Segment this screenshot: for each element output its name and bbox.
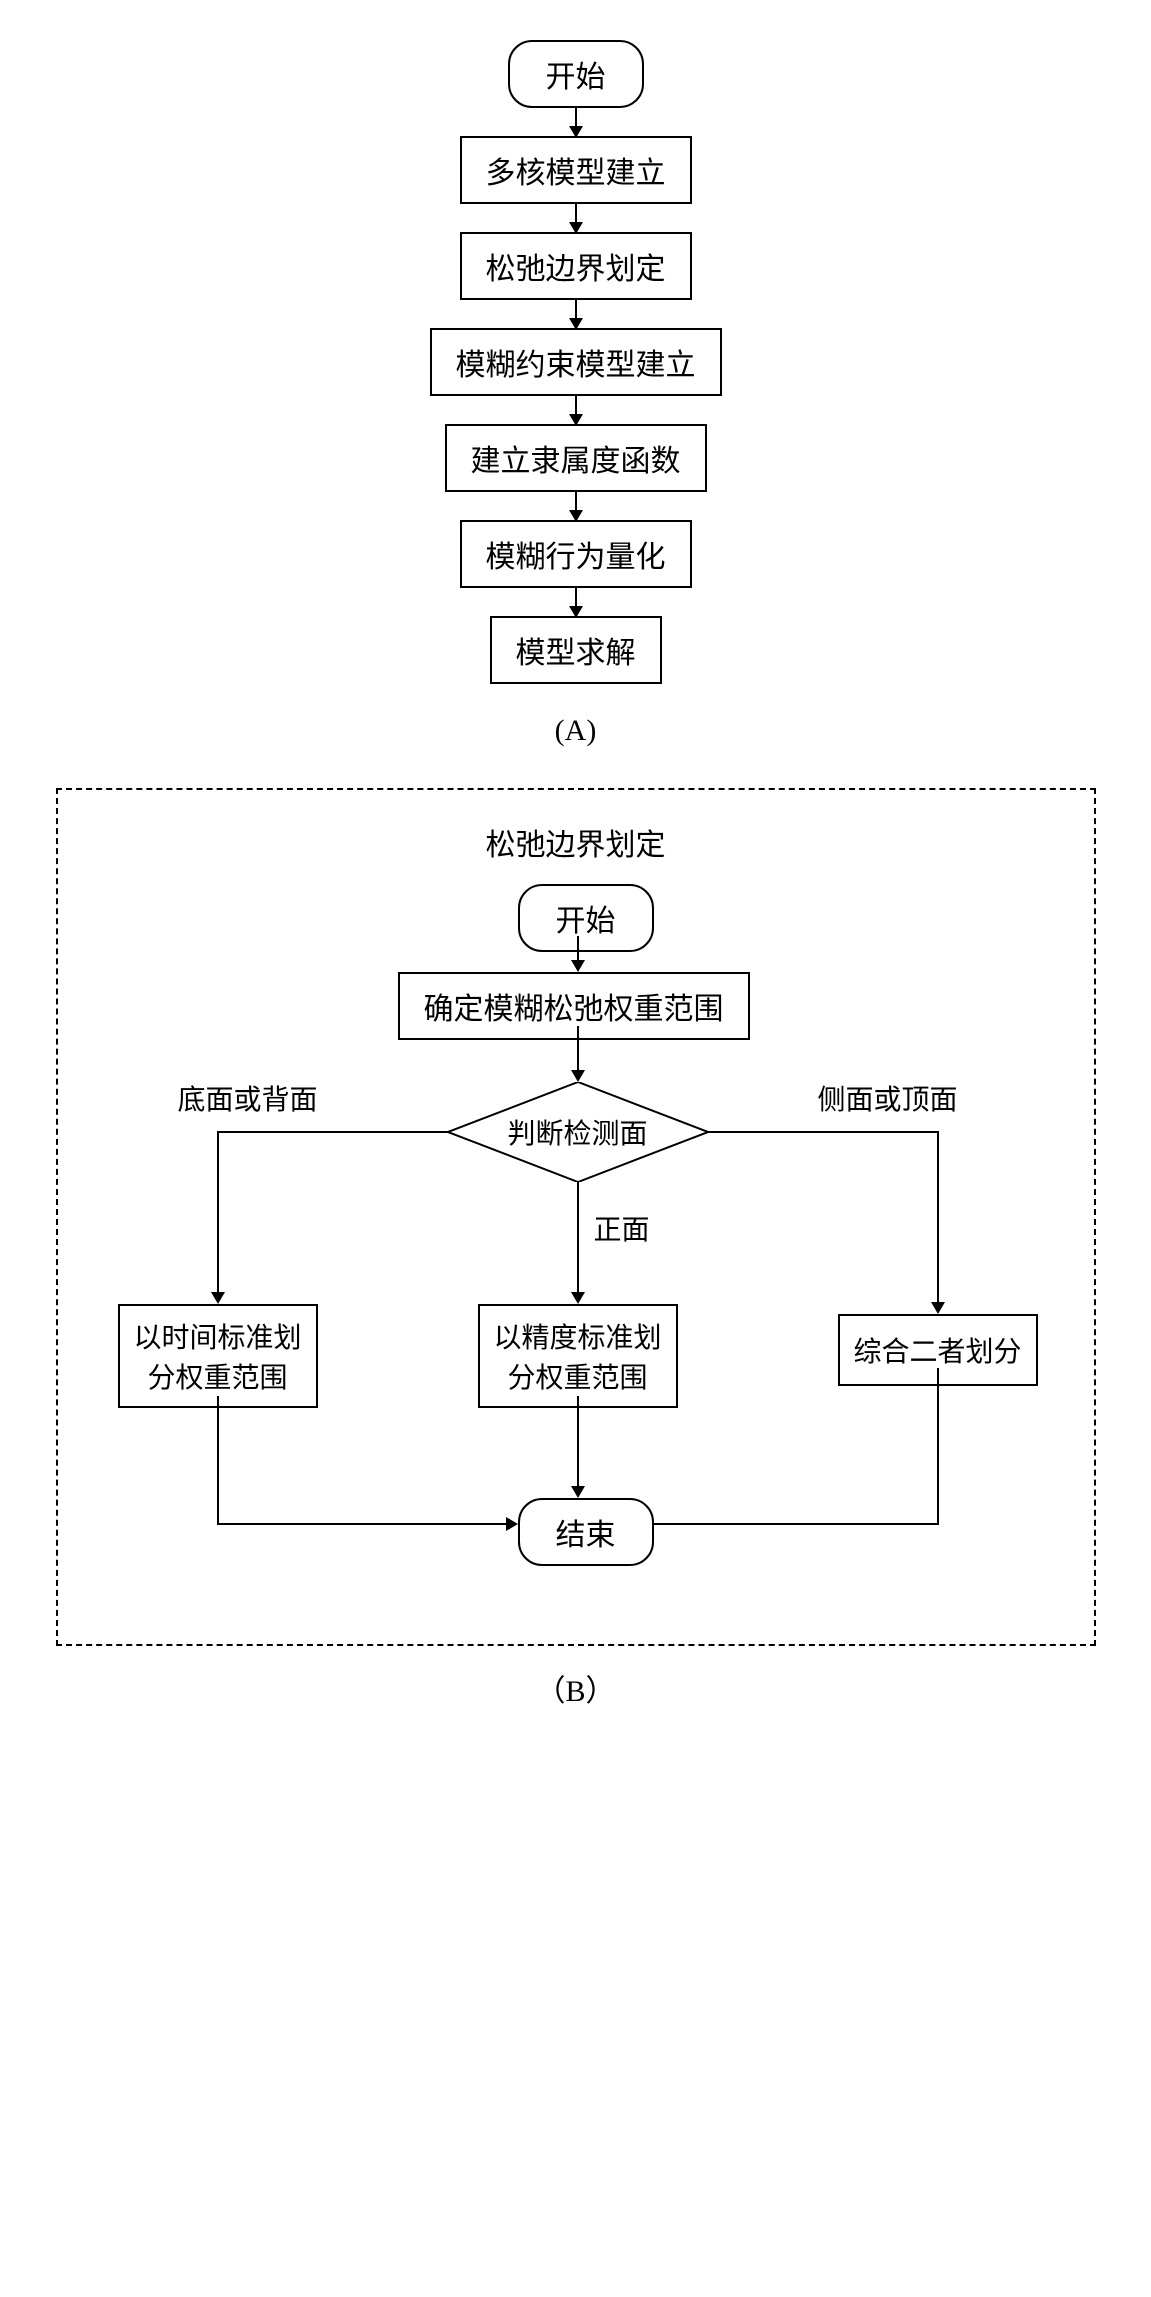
arrow (575, 396, 577, 424)
connector-right-end (78, 884, 1078, 1584)
arrow (575, 588, 577, 616)
start-terminal: 开始 (508, 40, 644, 108)
step-box: 多核模型建立 (460, 136, 692, 204)
step-box: 模糊约束模型建立 (430, 328, 722, 396)
step-box: 建立隶属度函数 (445, 424, 707, 492)
diagram-label-b: （B） (535, 1666, 615, 1710)
arrow (575, 108, 577, 136)
step-box: 模型求解 (490, 616, 662, 684)
step-box: 松弛边界划定 (460, 232, 692, 300)
end-terminal-b: 结束 (518, 1498, 654, 1566)
arrow (575, 204, 577, 232)
flowchart-b-title: 松弛边界划定 (78, 820, 1074, 864)
flowchart-b-frame: 松弛边界划定 开始 确定模糊松弛权重范围 (56, 788, 1096, 1646)
flowchart-b: 开始 确定模糊松弛权重范围 判断检测 (78, 884, 1074, 1584)
decision-text: 判断检测面 (507, 1112, 647, 1152)
step-box: 模糊行为量化 (460, 520, 692, 588)
diagram-label-a: (A) (555, 714, 597, 748)
arrow (575, 300, 577, 328)
flowchart-a: 开始 多核模型建立 松弛边界划定 模糊约束模型建立 建立隶属度函数 模糊行为量化… (430, 40, 722, 748)
flowchart-b-container: 松弛边界划定 开始 确定模糊松弛权重范围 (56, 788, 1096, 1710)
arrow (575, 492, 577, 520)
